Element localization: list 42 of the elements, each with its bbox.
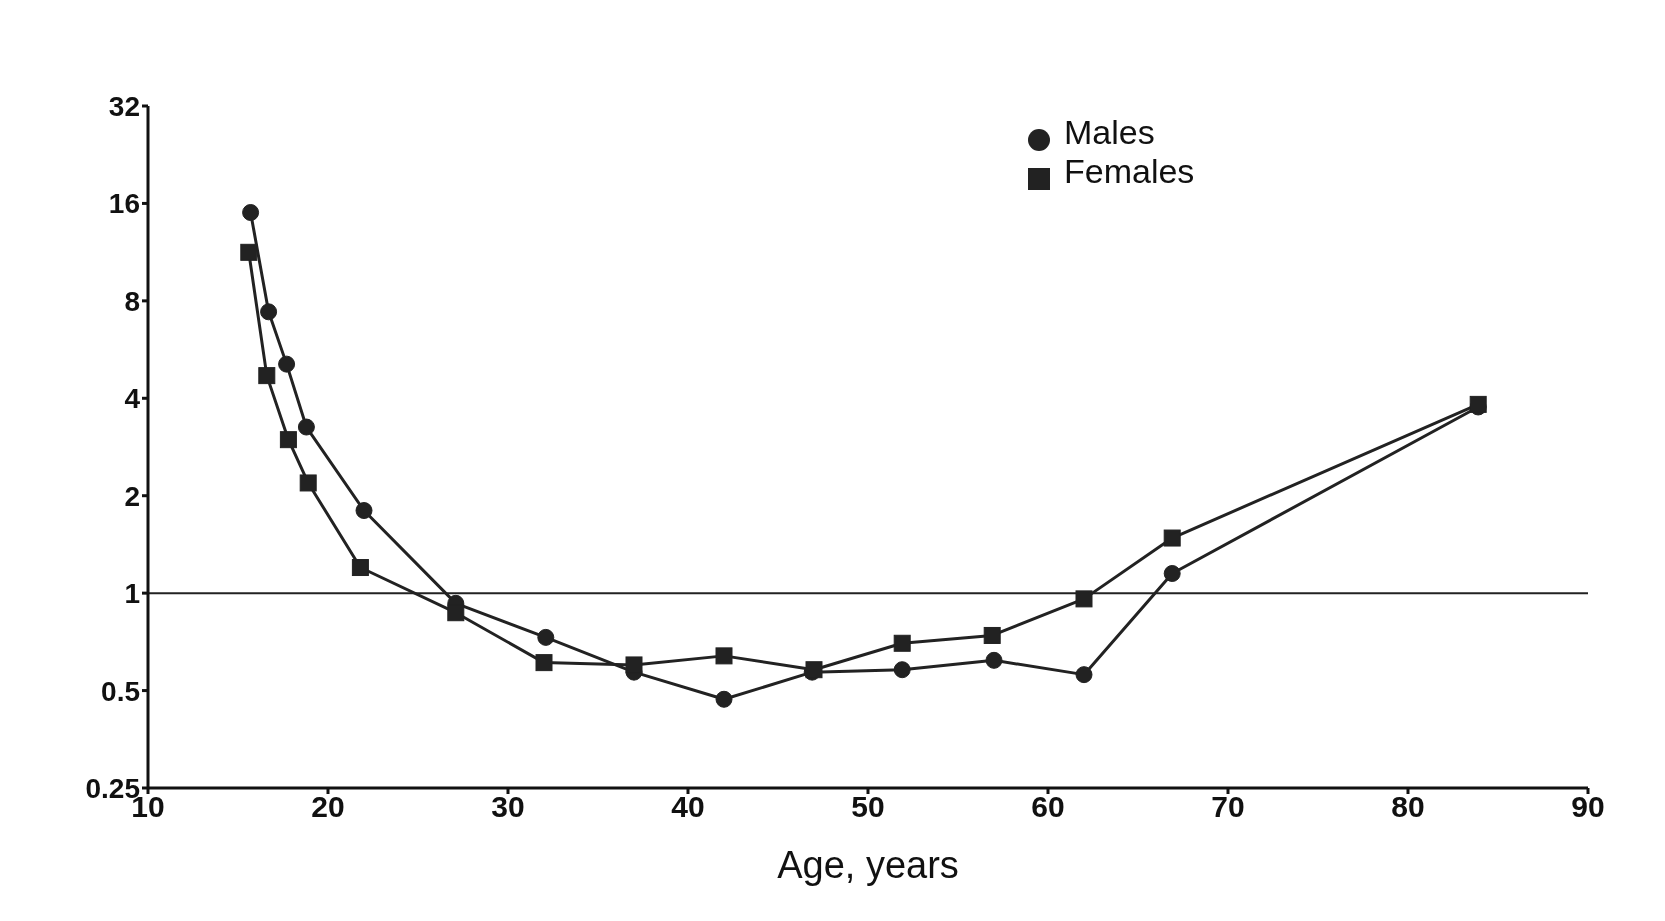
point — [625, 656, 643, 674]
legend-label: Females — [1064, 152, 1195, 190]
x-tick-label: 40 — [671, 790, 705, 824]
point — [1075, 590, 1093, 608]
x-tick-label: 90 — [1571, 790, 1605, 824]
x-tick-label: 70 — [1211, 790, 1245, 824]
point — [240, 243, 258, 261]
point — [351, 559, 369, 577]
x-tick-label: 50 — [851, 790, 885, 824]
point — [985, 651, 1003, 669]
y-tick-label: 16 — [108, 188, 140, 220]
legend-label: Males — [1064, 113, 1155, 151]
point — [242, 204, 260, 221]
x-tick-label: 60 — [1031, 790, 1065, 824]
point — [1075, 666, 1093, 684]
point — [535, 654, 553, 672]
point — [1163, 529, 1181, 547]
x-tick-label: 30 — [491, 790, 525, 824]
y-tick-label: 8 — [124, 285, 140, 317]
point — [537, 628, 555, 646]
point — [447, 604, 465, 622]
point — [278, 355, 296, 373]
point — [1163, 565, 1181, 582]
point — [258, 367, 276, 385]
point — [715, 647, 733, 665]
x-tick-label: 20 — [311, 790, 345, 824]
point — [893, 634, 911, 652]
point — [355, 502, 373, 520]
point — [715, 690, 733, 708]
y-tick-label: 4 — [124, 383, 141, 415]
point — [983, 626, 1001, 644]
point — [299, 474, 317, 492]
y-tick-label: 2 — [124, 480, 140, 512]
y-tick-label: 0.5 — [101, 675, 140, 707]
point — [893, 661, 911, 679]
x-tick-label: 80 — [1391, 790, 1425, 824]
y-tick-label: 32 — [108, 90, 140, 122]
point — [297, 418, 315, 436]
point — [260, 303, 278, 321]
point — [279, 431, 297, 449]
x-axis-title: Age, years — [777, 844, 959, 886]
y-tick-label: 1 — [124, 578, 140, 610]
